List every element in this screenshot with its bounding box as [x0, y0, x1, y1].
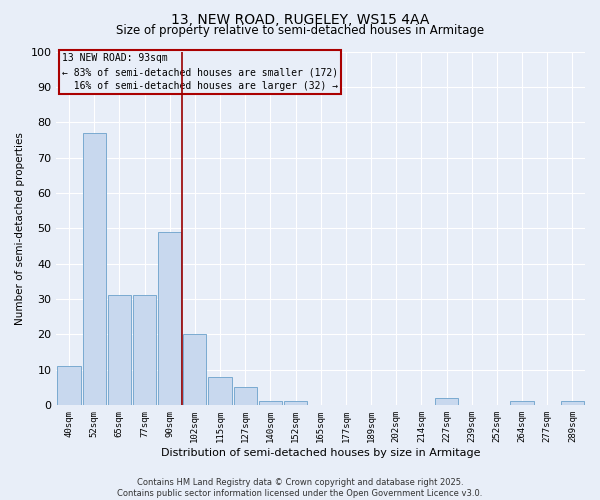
- Text: Contains HM Land Registry data © Crown copyright and database right 2025.
Contai: Contains HM Land Registry data © Crown c…: [118, 478, 482, 498]
- Bar: [158, 232, 181, 405]
- Bar: [133, 296, 156, 405]
- Text: 13 NEW ROAD: 93sqm
← 83% of semi-detached houses are smaller (172)
  16% of semi: 13 NEW ROAD: 93sqm ← 83% of semi-detache…: [62, 54, 338, 92]
- X-axis label: Distribution of semi-detached houses by size in Armitage: Distribution of semi-detached houses by …: [161, 448, 481, 458]
- Text: 13, NEW ROAD, RUGELEY, WS15 4AA: 13, NEW ROAD, RUGELEY, WS15 4AA: [171, 12, 429, 26]
- Bar: [183, 334, 206, 405]
- Bar: [108, 296, 131, 405]
- Bar: [208, 376, 232, 405]
- Bar: [233, 387, 257, 405]
- Text: Size of property relative to semi-detached houses in Armitage: Size of property relative to semi-detach…: [116, 24, 484, 37]
- Bar: [259, 402, 282, 405]
- Bar: [435, 398, 458, 405]
- Bar: [83, 133, 106, 405]
- Bar: [511, 402, 533, 405]
- Bar: [561, 402, 584, 405]
- Bar: [58, 366, 80, 405]
- Y-axis label: Number of semi-detached properties: Number of semi-detached properties: [15, 132, 25, 324]
- Bar: [284, 402, 307, 405]
